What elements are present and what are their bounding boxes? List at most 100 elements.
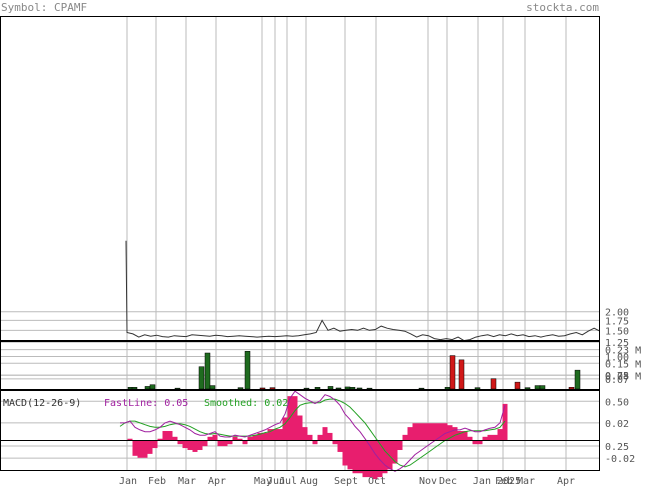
macd-histogram-bar xyxy=(257,432,263,441)
macd-histogram-bar xyxy=(332,440,338,445)
macd-histogram-bar xyxy=(472,440,478,445)
macd-histogram-bar xyxy=(137,440,143,458)
macd-histogram-bar xyxy=(392,440,398,464)
macd-histogram-bar xyxy=(207,436,213,441)
volume-bar xyxy=(174,387,181,390)
x-tick-label: Aug xyxy=(300,476,318,486)
price-tick-label: 1.50 xyxy=(605,326,629,337)
macd-histogram-bar xyxy=(412,423,418,441)
macd-tick-label: -0.02 xyxy=(605,454,635,465)
x-tick-label: May xyxy=(254,476,272,486)
macd-histogram-bar xyxy=(502,403,508,441)
volume-bar xyxy=(209,385,216,390)
macd-histogram-bar xyxy=(272,429,278,441)
volume-bar xyxy=(574,369,581,390)
macd-histogram-bar xyxy=(417,423,423,441)
macd-smoothed-legend: Smoothed: 0.02 xyxy=(204,398,288,409)
panel-frame-1 xyxy=(0,341,600,390)
volume-bar xyxy=(474,387,481,390)
macd-histogram-bar xyxy=(182,440,188,449)
price-tick-label: 2.00 xyxy=(605,308,629,319)
volume-bar xyxy=(449,355,456,390)
macd-histogram-bar xyxy=(157,438,163,441)
macd-histogram-bar xyxy=(132,440,138,456)
x-tick-label: Mar xyxy=(517,476,535,486)
volume-bar xyxy=(490,378,497,390)
price-tick-label: 0.50 xyxy=(605,397,629,408)
macd-histogram-bar xyxy=(432,423,438,441)
macd-histogram-bar xyxy=(377,440,383,478)
volume-bar xyxy=(356,387,363,390)
price-tick-label: 0.25 xyxy=(605,442,629,453)
volume-bar xyxy=(327,386,334,390)
macd-histogram-bar xyxy=(367,440,373,478)
x-tick-label: Jun xyxy=(267,476,285,486)
macd-histogram-bar xyxy=(187,440,193,451)
macd-histogram-bar xyxy=(437,423,443,441)
volume-bar xyxy=(244,351,251,390)
volume-bar xyxy=(418,387,425,390)
macd-histogram-bar xyxy=(372,440,378,480)
macd-histogram-bar xyxy=(172,436,178,441)
macd-histogram-bar xyxy=(447,425,453,441)
macd-histogram-bar xyxy=(227,440,233,445)
macd-histogram-bar xyxy=(402,434,408,441)
volume-bar xyxy=(539,385,546,390)
macd-histogram-bar xyxy=(147,440,153,454)
macd-tick-label: 0.07 xyxy=(605,375,629,386)
macd-histogram-bar xyxy=(347,440,353,470)
macd-histogram-bar xyxy=(337,440,343,452)
macd-histogram-bar xyxy=(282,417,288,441)
volume-bar xyxy=(458,359,465,390)
x-tick-label: Dec xyxy=(439,476,457,486)
price-panel xyxy=(125,240,600,340)
macd-histogram-bar xyxy=(442,423,448,441)
volume-bar xyxy=(204,352,211,390)
volume-bar xyxy=(444,387,451,390)
macd-histogram-bar xyxy=(162,430,168,441)
price-tick-label: 1.00 xyxy=(605,353,629,364)
panel-frame-2 xyxy=(0,390,600,471)
macd-histogram-bar xyxy=(382,440,388,474)
macd-histogram-bar xyxy=(352,440,358,474)
macd-histogram-bar xyxy=(307,434,313,441)
volume-bar xyxy=(198,366,205,390)
macd-histogram-bar xyxy=(452,427,458,441)
macd-histogram-bar xyxy=(167,430,173,441)
volume-bar xyxy=(524,387,531,390)
macd-histogram-bar xyxy=(292,396,298,441)
macd-histogram-bar xyxy=(492,434,498,441)
macd-histogram-bar xyxy=(327,432,333,441)
macd-histogram-bar xyxy=(252,434,258,441)
macd-histogram-bar xyxy=(487,434,493,441)
macd-histogram-bar xyxy=(312,440,318,445)
volume-bar xyxy=(149,384,156,390)
macd-histogram-bar xyxy=(212,434,218,441)
x-tick-label: Jul xyxy=(279,476,297,486)
macd-histogram-bar xyxy=(477,440,483,445)
macd-histogram-bar xyxy=(482,436,488,441)
volume-bar xyxy=(259,387,266,390)
macd-histogram-bar xyxy=(467,436,473,441)
macd-histogram-bar xyxy=(362,440,368,478)
site-label[interactable]: stockta.com xyxy=(526,1,599,14)
macd-fast-legend: FastLine: 0.05 xyxy=(104,398,188,409)
volume-tick-label: 0.23 M xyxy=(605,346,641,357)
macd-histogram-bar xyxy=(427,423,433,441)
macd-histogram-bar xyxy=(497,429,503,441)
volume-bar xyxy=(366,387,373,390)
volume-bar xyxy=(534,385,541,390)
x-tick-label: Oct xyxy=(368,476,386,486)
macd-histogram-bar xyxy=(247,436,253,441)
macd-histogram-bar xyxy=(302,427,308,441)
macd-histogram-bar xyxy=(127,438,133,441)
macd-histogram-bar xyxy=(357,440,363,474)
macd-histogram-bar xyxy=(407,427,413,441)
x-tick-label: Sept xyxy=(334,476,358,486)
price-tick-label: 0.75 xyxy=(605,371,629,382)
volume-tick-label: 0.08 M xyxy=(605,371,641,382)
price-tick-label: 1.75 xyxy=(605,316,629,327)
macd-histogram-bar xyxy=(242,440,248,445)
grid xyxy=(0,16,600,470)
